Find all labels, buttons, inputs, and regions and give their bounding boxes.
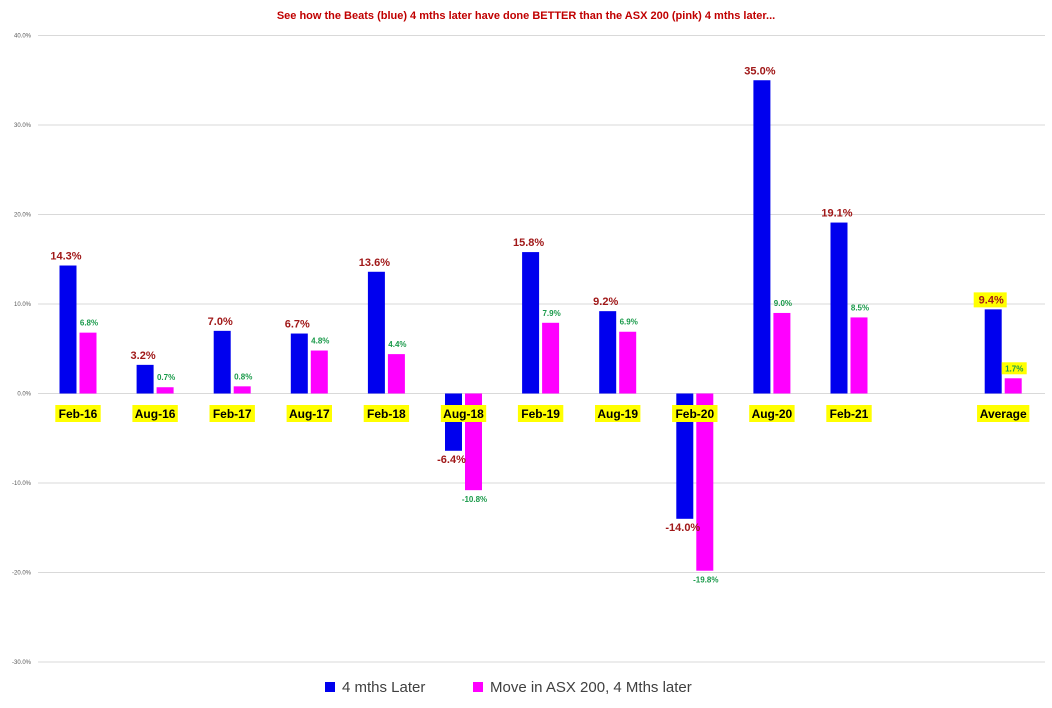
category-labels: Feb-16 Aug-16 Feb-17 Aug-17 Feb-18 Aug-18 Feb-… (55, 405, 1030, 422)
y-tick-label: 20.0% (14, 213, 32, 219)
category-label: Aug-17 (289, 407, 330, 421)
data-label-asx-200: 9.0% (774, 299, 792, 308)
bar-4-mths-later (676, 393, 694, 519)
bar-asx-200 (1004, 378, 1022, 394)
bar-4-mths-later (59, 265, 77, 394)
bar-asx-200 (773, 312, 791, 394)
category-label-highlight (977, 405, 1030, 422)
data-label-4-mths-later: 15.8% (513, 237, 544, 249)
data-label-asx-200: 1.7% (1005, 364, 1023, 373)
category-label: Feb-18 (367, 407, 406, 421)
y-axis-ticks: 40.0% 30.0% 20.0% 10.0% 0.0% -10.0% -20.0% -30.… (12, 34, 32, 667)
legend-label-series-2: Move in ASX 200, 4 Mths later (490, 679, 692, 696)
category-label: Aug-20 (752, 407, 793, 421)
category-label-highlight (440, 405, 487, 422)
category-label: Feb-16 (59, 407, 98, 421)
category-label-highlight (286, 405, 332, 422)
legend-swatch-series-2 (473, 682, 483, 692)
category-label-highlight (363, 405, 410, 422)
category-label-highlight (209, 405, 255, 422)
bars (59, 80, 1022, 571)
bar-4-mths-later (290, 333, 308, 394)
data-label-asx-200: 0.7% (157, 373, 175, 382)
data-label-asx-200: 6.9% (620, 318, 638, 327)
category-label: Feb-21 (830, 407, 869, 421)
category-label: Aug-19 (597, 407, 638, 421)
category-label: Feb-19 (521, 407, 560, 421)
bar-4-mths-later (753, 80, 771, 394)
gridlines (38, 35, 1045, 663)
average-label-highlight (973, 292, 1007, 308)
data-label-4-mths-later: 14.3% (50, 251, 81, 263)
category-label-highlight (595, 405, 641, 422)
category-label: Average (980, 407, 1027, 421)
bar-4-mths-later (367, 271, 385, 394)
category-label: Aug-18 (443, 407, 484, 421)
bar-4-mths-later (830, 222, 848, 394)
data-label-asx-200: -10.8% (462, 495, 487, 504)
category-label: Feb-17 (213, 407, 252, 421)
data-label-4-mths-later: 9.4% (979, 294, 1004, 306)
chart-title: See how the Beats (blue) 4 mths later ha… (277, 10, 775, 22)
bar-asx-200 (619, 331, 637, 394)
bar-4-mths-later (136, 364, 154, 394)
category-label: Feb-20 (675, 407, 714, 421)
data-label-asx-200: 0.8% (234, 372, 252, 381)
data-label-4-mths-later: 35.0% (744, 65, 775, 77)
y-tick-label: -20.0% (12, 571, 32, 577)
category-label-highlight (749, 405, 795, 422)
category-label: Aug-16 (135, 407, 176, 421)
bar-4-mths-later (213, 330, 231, 394)
average-label-highlight (1001, 362, 1027, 375)
bar-asx-200 (310, 350, 328, 394)
category-label-highlight (132, 405, 178, 422)
y-tick-label: -30.0% (12, 660, 32, 666)
bar-4-mths-later (522, 252, 540, 394)
data-label-4-mths-later: 6.7% (285, 319, 310, 331)
bar-asx-200 (233, 386, 251, 394)
data-label-4-mths-later: 19.1% (821, 208, 852, 220)
data-label-asx-200: 6.8% (80, 319, 98, 328)
bar-asx-200 (696, 393, 714, 571)
bar-4-mths-later (445, 393, 462, 451)
category-label-highlight (517, 405, 564, 422)
bar-4-mths-later (599, 311, 617, 394)
bar-asx-200 (79, 332, 97, 394)
y-tick-label: 30.0% (14, 123, 32, 129)
data-label-4-mths-later: -14.0% (665, 522, 700, 534)
data-label-asx-200: 8.5% (851, 303, 869, 312)
y-tick-label: 10.0% (14, 302, 32, 308)
bar-asx-200 (156, 387, 174, 394)
legend-label-series-1: 4 mths Later (342, 679, 425, 696)
data-label-4-mths-later: -6.4% (437, 454, 466, 466)
legend-swatch-series-1 (325, 682, 335, 692)
data-label-asx-200: -19.8% (693, 576, 718, 585)
data-label-asx-200: 4.4% (388, 340, 406, 349)
y-tick-label: -10.0% (12, 481, 32, 487)
bar-asx-200 (850, 317, 868, 394)
data-label-4-mths-later: 9.2% (593, 296, 618, 308)
data-label-4-mths-later: 3.2% (131, 350, 156, 362)
data-labels: 14.3% 6.8% 3.2% 0.7% 7.0% 0.8% 6.7%4.8% 13.6% 4.… (50, 65, 1027, 585)
data-label-asx-200: 4.8% (311, 337, 329, 346)
data-label-4-mths-later: 7.0% (208, 316, 233, 328)
data-label-asx-200: 7.9% (542, 309, 560, 318)
category-label-highlight (672, 405, 718, 422)
y-tick-label: 0.0% (17, 392, 31, 398)
category-label-highlight (826, 405, 872, 422)
category-label-highlight (55, 405, 101, 422)
bar-4-mths-later (984, 309, 1002, 394)
bar-asx-200 (542, 322, 560, 394)
legend: 4 mths Later Move in ASX 200, 4 Mths lat… (325, 679, 692, 696)
y-tick-label: 40.0% (14, 34, 32, 40)
bar-asx-200 (387, 354, 405, 394)
data-label-4-mths-later: 13.6% (359, 257, 390, 269)
